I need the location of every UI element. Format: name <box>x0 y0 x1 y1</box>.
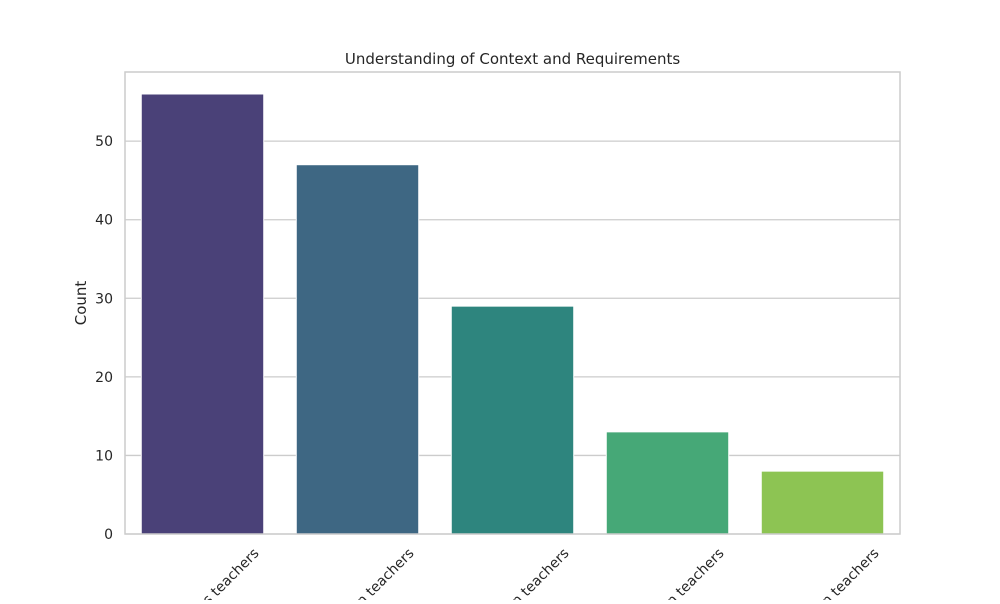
y-tick-label: 40 <box>95 213 113 229</box>
plot-frame <box>124 71 901 535</box>
x-tick-label: n teachers <box>354 546 418 600</box>
bar <box>605 431 730 535</box>
x-tick-label: n teachers <box>664 546 728 600</box>
y-tick-label: 0 <box>104 527 113 543</box>
bar <box>295 164 420 535</box>
y-tick-label: 10 <box>95 448 113 464</box>
chart-title: Understanding of Context and Requirement… <box>345 50 680 68</box>
y-tick-label: 20 <box>95 370 113 386</box>
y-tick-label: 30 <box>95 291 113 307</box>
bar <box>760 470 885 535</box>
x-tick-label: n teachers <box>819 546 883 600</box>
y-axis-ticks: 0 10 20 30 40 50 <box>95 134 113 543</box>
x-tick-label: s teachers <box>200 546 263 600</box>
bar <box>140 93 265 535</box>
bars <box>140 93 885 535</box>
bar <box>450 305 575 535</box>
x-tick-label: n teachers <box>509 546 573 600</box>
y-tick-label: 50 <box>95 134 113 150</box>
y-axis-label: Count <box>72 281 90 326</box>
x-axis-ticks: s teachers n teachers n teachers n teachers… <box>200 546 883 604</box>
